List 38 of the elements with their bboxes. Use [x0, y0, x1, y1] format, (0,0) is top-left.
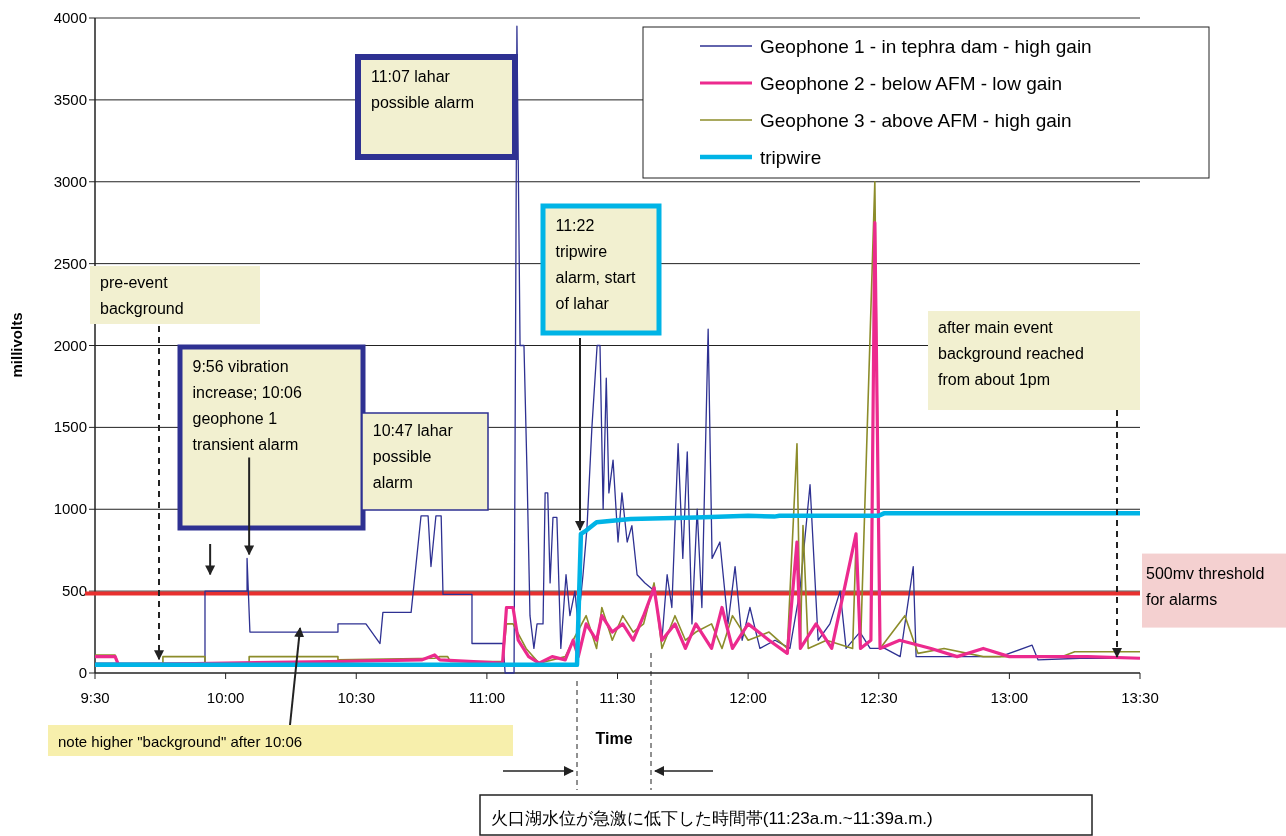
- y-tick-label: 4000: [53, 9, 87, 26]
- annotation: 10:47 lahar possible alarm: [361, 412, 489, 511]
- y-tick-label: 0: [78, 664, 87, 681]
- annotation: 11:07 lahar possible alarm: [355, 54, 518, 160]
- x-tick-label: 12:30: [859, 689, 898, 706]
- annotation: note higher "background" after 10:06: [58, 733, 303, 750]
- x-tick-label: 10:00: [206, 689, 245, 706]
- annotation: pre-event background: [100, 274, 184, 317]
- legend-label: Geophone 2 - below AFM - low gain: [760, 73, 1063, 94]
- annotation: 11:22 tripwire alarm, start of lahar: [555, 216, 637, 312]
- y-axis-title: millivolts: [8, 312, 25, 378]
- x-tick-label: 12:00: [729, 689, 767, 706]
- y-tick-label: 3000: [53, 172, 87, 190]
- legend-label: Geophone 1 - in tephra dam - high gain: [760, 36, 1092, 57]
- y-tick-label: 1500: [53, 418, 87, 436]
- annotation: after main event background reached from about 1pm: [938, 319, 1084, 388]
- ref-line-label: 500mv threshold for alarms: [1146, 564, 1265, 608]
- annotation: 10:47 lahar possible alarm: [372, 421, 454, 491]
- annotation: 11:22 tripwire alarm, start of lahar: [540, 203, 662, 531]
- legend-label: Geophone 3 - above AFM - high gain: [760, 110, 1072, 131]
- text: 火口湖水位が急激に低下した時間帯(11:23a.m.~11:39a.m.): [490, 808, 933, 828]
- legend-label: tripwire: [760, 147, 822, 168]
- annotation: 11:07 lahar possible alarm: [371, 68, 475, 111]
- annotation: 9:56 vibration increase; 10:06 geophone 1 transient alarm: [177, 344, 366, 576]
- x-tick-label: 10:30: [337, 689, 376, 706]
- y-tick-label: 1000: [53, 500, 87, 518]
- x-axis-title: Time: [595, 730, 633, 747]
- x-tick-label: 9:30: [80, 689, 110, 706]
- x-tick-label: 13:00: [990, 689, 1029, 706]
- x-tick-label: 11:30: [599, 689, 636, 706]
- x-tick-label: 13:30: [1121, 689, 1159, 706]
- y-tick-label: 3500: [53, 90, 87, 108]
- annotation: 9:56 vibration increase; 10:06 geophone 1 transient alarm: [192, 357, 303, 453]
- y-tick-label: 2500: [53, 254, 87, 272]
- y-tick-label: 500: [61, 582, 87, 600]
- annotation: after main event background reached from about 1pm: [928, 311, 1140, 658]
- x-tick-label: 11:00: [468, 689, 506, 706]
- y-tick-label: 2000: [53, 336, 87, 354]
